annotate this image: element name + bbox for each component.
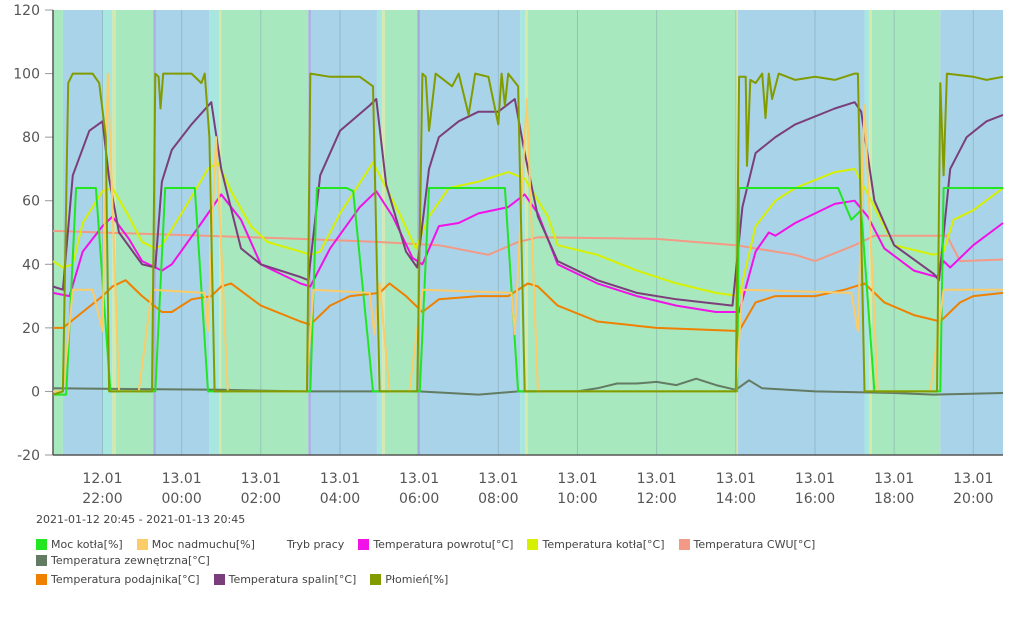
y-tick-label: 60	[22, 194, 40, 210]
legend-label: Temperatura CWU[°C]	[693, 538, 816, 551]
legend-item[interactable]: Moc kotła[%]	[36, 538, 123, 551]
x-tick-time: 18:00	[874, 491, 914, 507]
tryb-pracy-band	[209, 10, 220, 455]
x-tick-day: 13.01	[716, 471, 756, 487]
x-tick-day: 13.01	[320, 471, 360, 487]
series-line-5	[52, 229, 1004, 263]
tryb-pracy-band	[376, 10, 383, 455]
legend-label: Płomień[%]	[385, 573, 449, 586]
legend-item[interactable]: Tryb pracy	[287, 538, 344, 551]
x-tick-time: 12:00	[636, 491, 676, 507]
legend-item[interactable]: Temperatura zewnętrzna[°C]	[36, 554, 210, 567]
y-tick-label: 100	[13, 67, 40, 83]
legend-item[interactable]: Płomień[%]	[370, 573, 448, 586]
x-tick-time: 08:00	[478, 491, 518, 507]
x-tick-time: 22:00	[82, 491, 122, 507]
legend-item[interactable]: Temperatura spalin[°C]	[213, 573, 357, 586]
y-tick-label: 80	[22, 130, 40, 146]
legend-swatch	[136, 539, 148, 550]
x-tick-day: 13.01	[637, 471, 677, 487]
legend-swatch	[527, 539, 539, 550]
series-line-8	[52, 98, 1004, 307]
line-chart: 12.01 22:00 13.01 00:00 13.01 02:00 13.01 04:00…	[13, 3, 1004, 507]
tryb-pracy-band	[53, 10, 63, 455]
tryb-pracy-band	[155, 10, 210, 455]
tryb-pracy-band	[940, 10, 1003, 455]
series-line-9	[52, 72, 1004, 396]
x-tick-time: 16:00	[795, 491, 835, 507]
legend-label: Temperatura spalin[°C]	[228, 573, 357, 586]
tryb-pracy-band	[221, 10, 309, 455]
x-tick-time: 04:00	[320, 491, 360, 507]
x-tick-day: 13.01	[795, 471, 835, 487]
legend-label: Temperatura zewnętrzna[°C]	[51, 554, 210, 567]
legend-swatch	[36, 539, 47, 550]
legend-swatch	[358, 539, 370, 550]
x-tick-day: 13.01	[399, 471, 439, 487]
x-tick-day: 12.01	[82, 471, 122, 487]
x-tick-day: 13.01	[478, 471, 518, 487]
legend-swatch	[678, 539, 690, 550]
tryb-pracy-band	[528, 10, 736, 455]
date-range: 2021-01-12 20:45 - 2021-01-13 20:45	[36, 513, 246, 526]
series-line-3	[52, 190, 1004, 313]
legend: Moc kotła[%] Moc nadmuchu[%] Tryb pracy Tem…	[36, 538, 966, 586]
legend-item[interactable]: Temperatura CWU[°C]	[678, 538, 816, 551]
legend-item[interactable]: Temperatura podajnika[°C]	[36, 573, 200, 586]
x-tick-day: 13.01	[557, 471, 597, 487]
y-tick-label: -20	[17, 448, 40, 464]
tryb-pracy-band	[382, 10, 385, 455]
x-tick-time: 06:00	[399, 491, 439, 507]
x-tick-time: 20:00	[953, 491, 993, 507]
tryb-pracy-band	[310, 10, 377, 455]
x-tick-day: 13.01	[162, 471, 202, 487]
legend-swatch	[36, 574, 47, 585]
legend-label: Tryb pracy	[286, 538, 345, 551]
series-line-4	[52, 161, 1004, 298]
legend-swatch	[36, 555, 47, 566]
x-tick-time: 02:00	[241, 491, 281, 507]
legend-label: Moc kotła[%]	[51, 538, 123, 551]
legend-label: Moc nadmuchu[%]	[151, 538, 255, 551]
tryb-pracy-band	[864, 10, 870, 455]
tryb-pracy-band	[525, 10, 528, 455]
legend-item[interactable]: Temperatura powrotu[°C]	[358, 538, 513, 551]
legend-label: Temperatura kotła[°C]	[542, 538, 665, 551]
y-tick-label: 120	[13, 3, 40, 19]
y-tick-label: 20	[22, 321, 40, 337]
x-tick-day: 13.01	[241, 471, 281, 487]
legend-swatch	[213, 574, 225, 585]
legend-item[interactable]: Moc nadmuchu[%]	[136, 538, 255, 551]
y-tick-label: 40	[22, 257, 40, 273]
legend-item[interactable]: Temperatura kotła[°C]	[527, 538, 665, 551]
legend-label: Temperatura podajnika[°C]	[51, 573, 200, 586]
legend-swatch	[370, 574, 382, 585]
tryb-pracy-band	[871, 10, 941, 455]
x-tick-time: 14:00	[716, 491, 756, 507]
tryb-pracy-band	[520, 10, 526, 455]
tryb-pracy-band	[417, 10, 420, 455]
x-tick-time: 10:00	[557, 491, 597, 507]
x-tick-day: 13.01	[953, 471, 993, 487]
x-tick-day: 13.01	[874, 471, 914, 487]
x-tick-time: 00:00	[161, 491, 201, 507]
y-tick-label: 0	[31, 384, 40, 400]
tryb-pracy-band	[737, 10, 865, 455]
legend-label: Temperatura powrotu[°C]	[373, 538, 514, 551]
series-line-6	[52, 377, 1004, 396]
